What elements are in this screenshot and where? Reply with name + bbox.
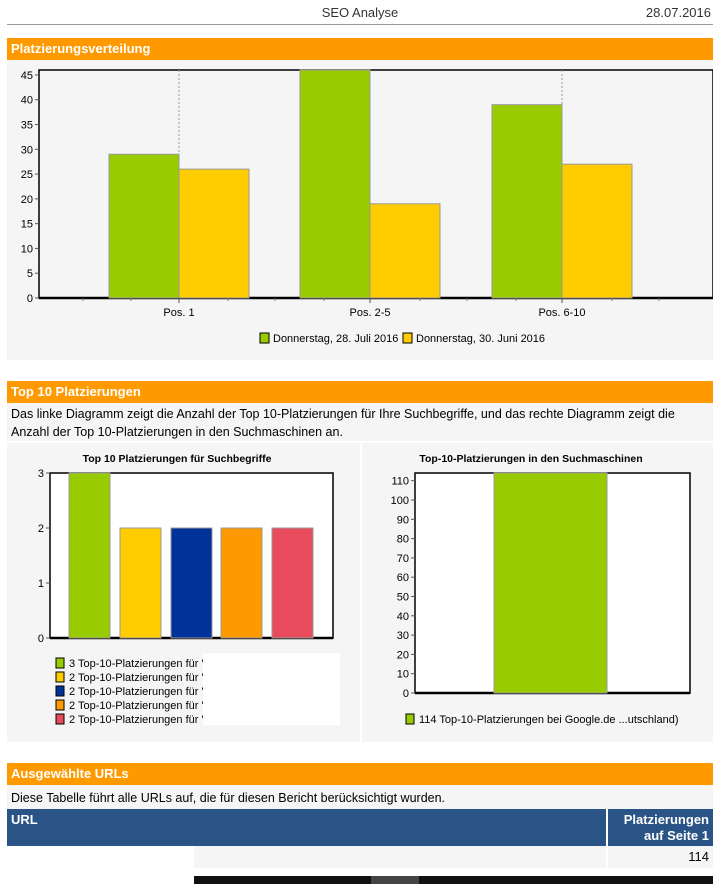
legend-label: 2 Top-10-Platzierungen für ' (69, 700, 204, 712)
y-tick-label: 30 (21, 144, 33, 156)
y-tick-label: 20 (397, 649, 409, 661)
bar-june (561, 163, 633, 299)
x-tick-label: Pos. 2-5 (350, 307, 391, 319)
legend-label: 2 Top-10-Platzierungen für ' (69, 672, 204, 684)
y-tick-label: 110 (391, 476, 409, 488)
y-tick-label: 50 (397, 592, 409, 604)
chart-title: Top-10-Platzierungen in den Suchmaschine… (419, 453, 642, 465)
bar (119, 527, 162, 639)
legend-swatch (55, 699, 65, 711)
legend-swatch (55, 713, 65, 725)
y-tick-label: 40 (397, 611, 409, 623)
y-tick-label: 45 (21, 70, 33, 82)
section-title-distribution: Platzierungsverteilung (7, 38, 713, 60)
engines-panel: Top-10-Platzierungen in den Suchmaschine… (362, 443, 713, 742)
column-header-url[interactable]: URL (7, 809, 606, 846)
horizontal-scrollbar[interactable] (194, 876, 713, 884)
y-tick-label: 80 (397, 534, 409, 546)
report-header: SEO Analyse 28.07.2016 (7, 0, 713, 25)
x-tick-label: Pos. 6-10 (538, 307, 585, 319)
distribution-panel: 0 5 10 15 20 25 30 35 40 45 Pos. 1 Pos. 2-5 Pos. 6-1… (7, 60, 714, 360)
section-title-top10: Top 10 Platzierungen (7, 381, 713, 403)
y-tick-label: 10 (397, 669, 409, 681)
bar (68, 472, 111, 639)
bar-june (178, 168, 250, 299)
y-tick-label: 100 (391, 495, 409, 507)
y-tick-label: 25 (21, 169, 33, 181)
urls-description: Diese Tabelle führt alle URLs auf, die f… (7, 785, 713, 809)
legend-swatch (402, 332, 413, 344)
legend-label: 3 Top-10-Platzierungen für ' (69, 658, 204, 670)
y-tick-label: 3 (38, 468, 44, 480)
legend-label: Donnerstag, 28. Juli 2016 (273, 333, 398, 345)
legend-swatch (55, 671, 65, 683)
legend-label: Donnerstag, 30. Juni 2016 (416, 333, 545, 345)
y-tick-label: 35 (21, 120, 33, 132)
bar-july (491, 104, 563, 299)
bar (170, 527, 213, 639)
bar (493, 472, 608, 694)
y-tick-label: 5 (27, 268, 33, 280)
keywords-chart: Top 10 Platzierungen für Suchbegriffe 0 1 2… (38, 453, 340, 726)
column-header-placements[interactable]: Platzierungen auf Seite 1 (608, 809, 713, 846)
y-tick-label: 2 (38, 523, 44, 535)
report-title: SEO Analyse (321, 5, 399, 20)
report-date: 28.07.2016 (645, 5, 711, 20)
y-tick-label: 0 (403, 688, 409, 700)
legend-swatch (405, 713, 415, 725)
chart-title: Top 10 Platzierungen für Suchbegriffe (83, 453, 272, 465)
engines-chart: Top-10-Platzierungen in den Suchmaschine… (391, 453, 691, 726)
bar-july (299, 69, 371, 299)
section-title-urls: Ausgewählte URLs (7, 763, 713, 785)
legend-swatch (55, 657, 65, 669)
y-tick-label: 10 (21, 243, 33, 255)
y-tick-label: 60 (397, 572, 409, 584)
distribution-chart: 0 5 10 15 20 25 30 35 40 45 Pos. 1 Pos. 2-5 Pos. 6-1… (21, 69, 714, 345)
y-tick-label: 15 (21, 219, 33, 231)
x-tick-label: Pos. 1 (163, 307, 194, 319)
y-tick-label: 1 (38, 578, 44, 590)
top10-description: Das linke Diagramm zeigt die Anzahl der … (7, 403, 713, 441)
legend-mask (203, 653, 340, 725)
y-tick-label: 0 (38, 633, 44, 645)
legend-swatch (55, 685, 65, 697)
bar (220, 527, 263, 639)
y-tick-label: 90 (397, 514, 409, 526)
table-cell-url (194, 846, 606, 868)
scrollbar-thumb[interactable] (371, 876, 419, 884)
bar-june (369, 203, 441, 299)
legend-swatch (259, 332, 270, 344)
y-tick-label: 0 (27, 293, 33, 305)
y-tick-label: 40 (21, 95, 33, 107)
legend-label: 114 Top-10-Platzierungen bei Google.de .… (419, 714, 679, 726)
keywords-panel: Top 10 Platzierungen für Suchbegriffe 0 1 2… (7, 443, 360, 742)
table-cell-placements: 114 (608, 846, 713, 868)
y-tick-label: 20 (21, 194, 33, 206)
legend-label: 2 Top-10-Platzierungen für ' (69, 686, 204, 698)
bar (271, 527, 314, 639)
legend-label: 2 Top-10-Platzierungen für ' (69, 714, 204, 726)
y-tick-label: 30 (397, 630, 409, 642)
y-tick-label: 70 (397, 553, 409, 565)
bar-july (108, 153, 180, 299)
